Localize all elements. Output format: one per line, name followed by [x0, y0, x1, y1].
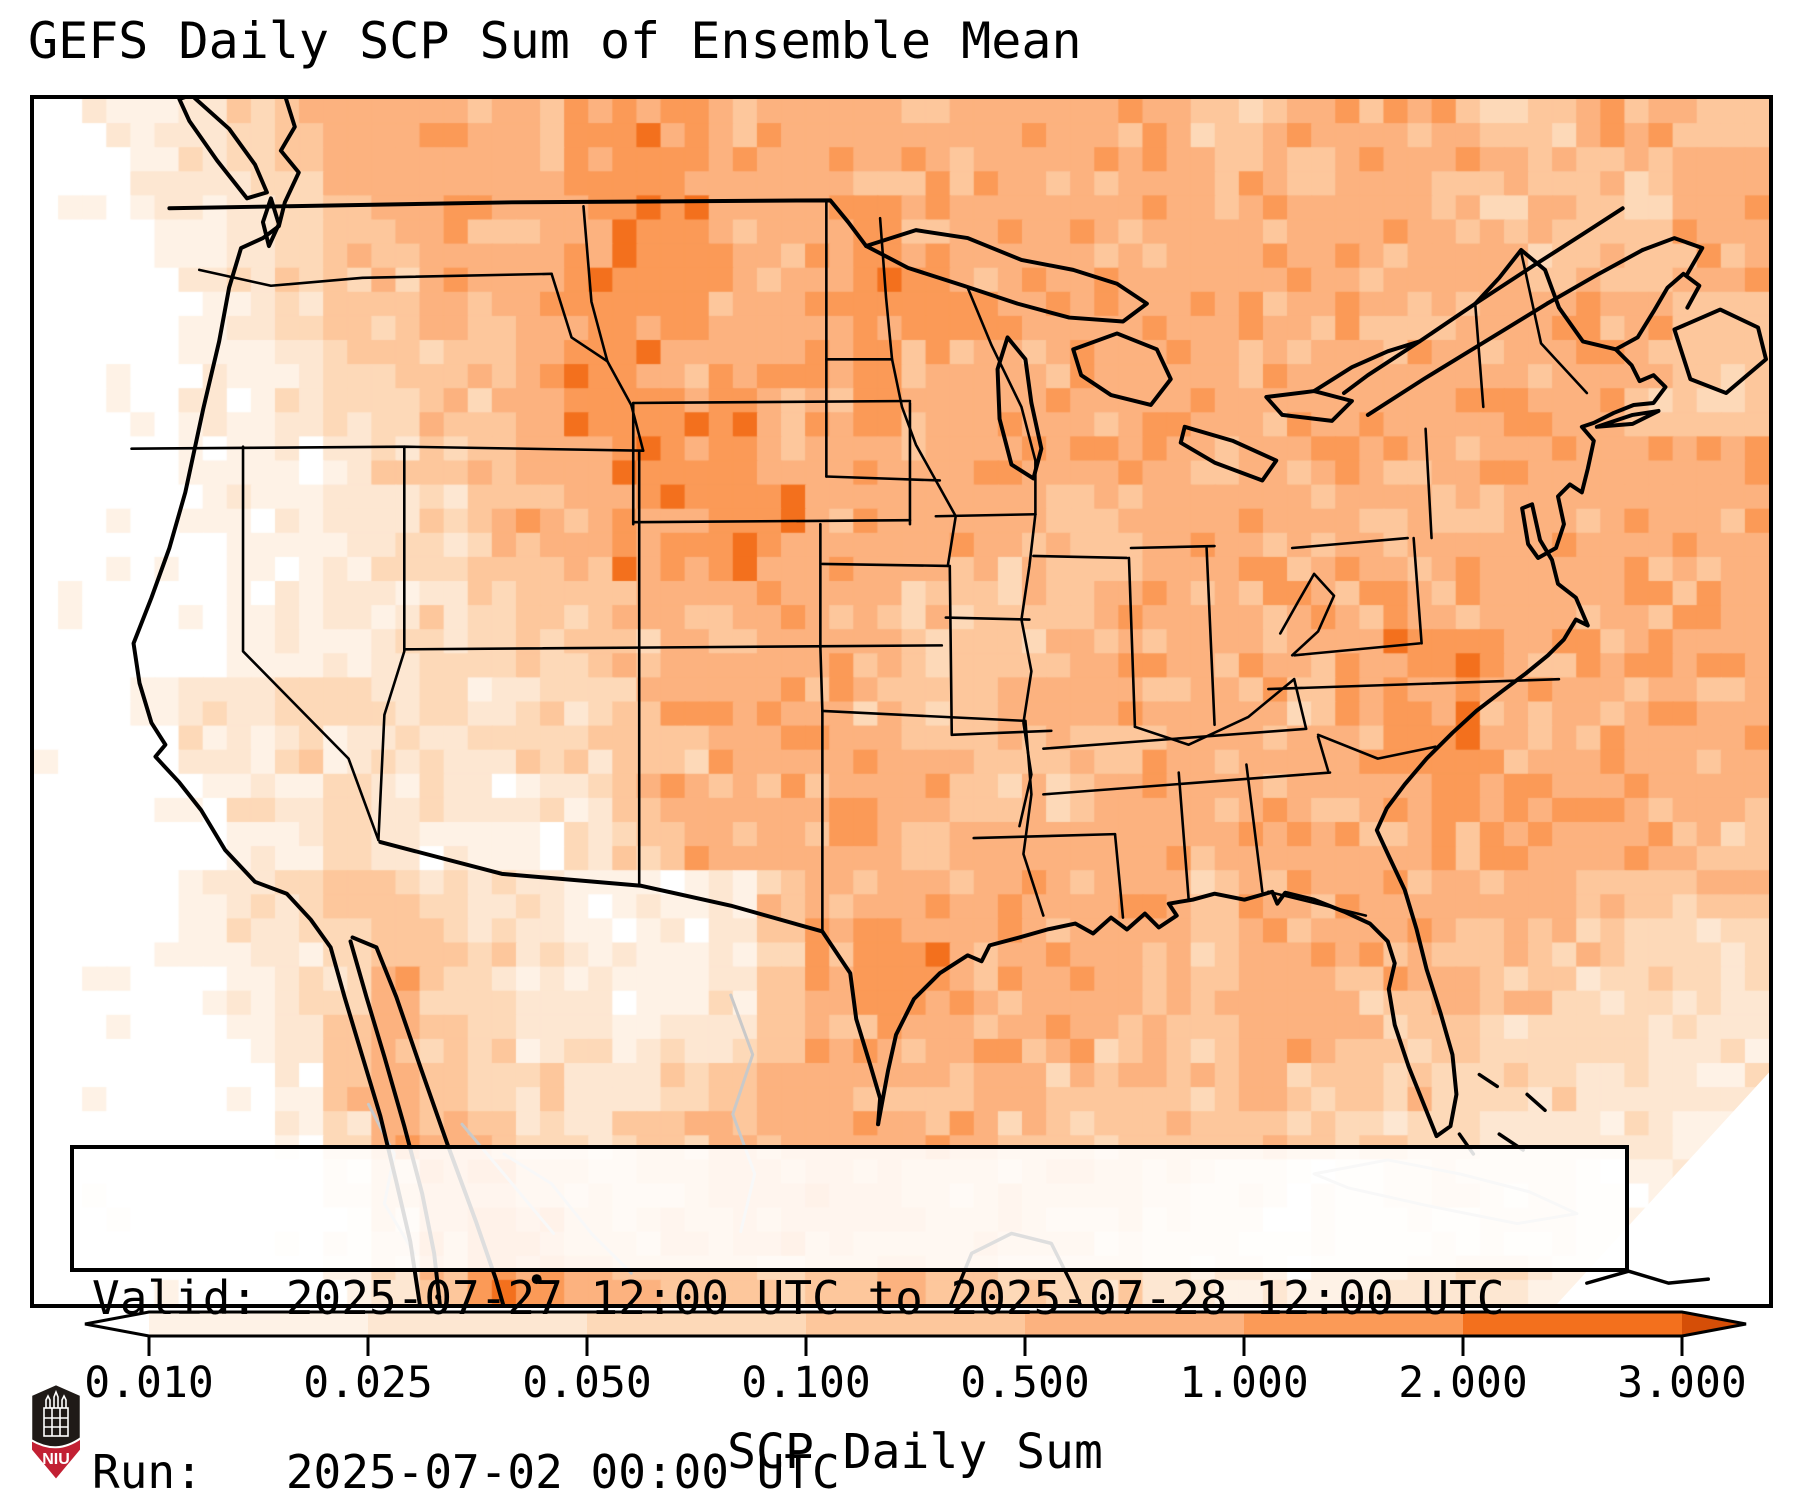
- maine-north-border: [1473, 248, 1618, 352]
- coastlines: [131, 99, 1769, 1304]
- colorbar-tick-label: 3.000: [1617, 1358, 1747, 1408]
- lake-erie: [1178, 424, 1279, 483]
- gaspe-new-brunswick: [1640, 236, 1705, 276]
- colorbar-tick-label: 0.025: [303, 1358, 433, 1408]
- colorbar-tick-label: 0.500: [960, 1358, 1090, 1408]
- colorbar: [84, 1310, 1747, 1356]
- lake-huron: [1071, 331, 1173, 407]
- bahamas-island: [1525, 1092, 1547, 1113]
- colorbar-segment: [1244, 1312, 1463, 1336]
- colorbar-tick-label: 2.000: [1398, 1358, 1528, 1408]
- long-island: [1594, 408, 1661, 429]
- lake-superior: [864, 228, 1149, 324]
- colorbar-tick-labels: 0.010 0.025 0.050 0.100 0.500 1.000 2.000 3.000: [0, 1358, 1803, 1410]
- run-line: Run: 2025-07-02 00:00 UTC: [92, 1445, 840, 1499]
- colorbar-under-arrow: [85, 1312, 149, 1336]
- gulf-atlantic-coast: [876, 271, 1702, 1139]
- state-borders: [130, 201, 1589, 933]
- small-island-dot: [531, 1274, 542, 1285]
- colorbar-tick-label: 0.100: [741, 1358, 871, 1408]
- map-panel: Valid: 2025-07-27 12:00 UTC to 2025-07-2…: [30, 95, 1773, 1499]
- st-lawrence-south-shore: [1365, 248, 1645, 417]
- colorbar-tick-label: 1.000: [1179, 1358, 1309, 1408]
- colorbar-segment: [149, 1312, 368, 1336]
- us-mexico-border: [378, 840, 883, 1127]
- st-lawrence-north-shore: [1341, 206, 1625, 396]
- ontario-maine-border: [1312, 339, 1422, 394]
- bahamas-island: [1477, 1072, 1499, 1089]
- colorbar-over-arrow: [1682, 1312, 1746, 1336]
- colorbar-segment: [806, 1312, 1025, 1336]
- colorbar-segment: [587, 1312, 806, 1336]
- valid-run-info-box: Valid: 2025-07-27 12:00 UTC to 2025-07-2…: [70, 1145, 1629, 1499]
- colorbar-segment: [1463, 1312, 1682, 1336]
- hispaniola-coast: [1585, 1269, 1711, 1285]
- nova-scotia: [1672, 307, 1769, 396]
- valid-line: Valid: 2025-07-27 12:00 UTC to 2025-07-2…: [92, 1271, 1505, 1325]
- figure-title: GEFS Daily SCP Sum of Ensemble Mean: [28, 12, 1082, 70]
- us-canada-border: [167, 198, 869, 249]
- colorbar-segment: [1025, 1312, 1244, 1336]
- puget-sound: [260, 196, 281, 249]
- niu-logo-text: NIU: [42, 1451, 70, 1468]
- colorbar-tick-label: 0.050: [522, 1358, 652, 1408]
- lake-ontario: [1264, 389, 1354, 423]
- colorbar-tick-label: 0.010: [84, 1358, 214, 1408]
- geography-overlay: [130, 99, 1769, 1304]
- lake-michigan: [995, 335, 1044, 481]
- niu-red-band: [30, 1436, 82, 1482]
- niu-logo: NIU: [29, 1382, 83, 1482]
- niu-castle-icon: [43, 1389, 69, 1437]
- colorbar-segment: [368, 1312, 587, 1336]
- colorbar-axis-label: SCP Daily Sum: [727, 1424, 1103, 1480]
- vancouver-island: [177, 99, 269, 201]
